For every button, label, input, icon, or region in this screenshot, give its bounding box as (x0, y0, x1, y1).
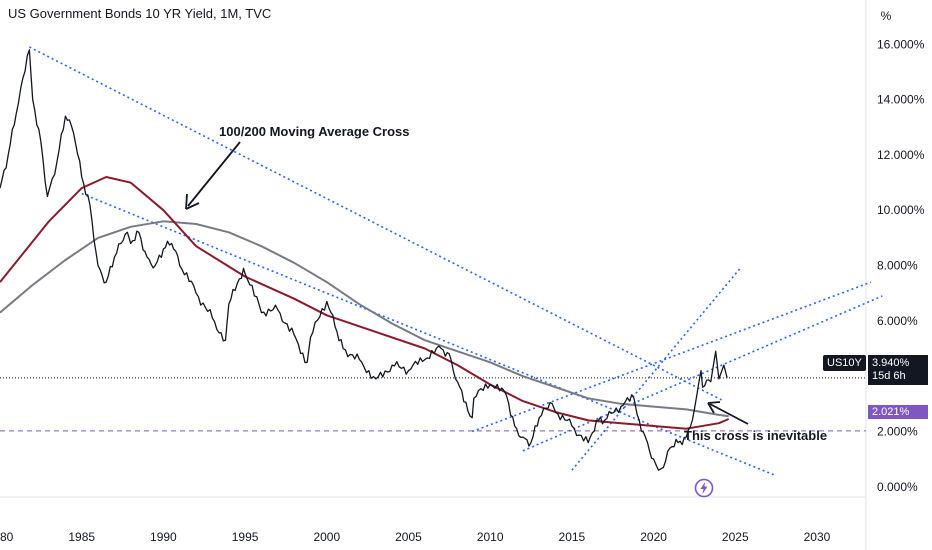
y-tick-label: 14.000% (877, 93, 925, 107)
ma-cross-arrow (187, 141, 241, 207)
x-tick-label: 2000 (313, 530, 340, 544)
inevitable-arrowhead (707, 401, 721, 414)
ma-cross-annotation: 100/200 Moving Average Cross (219, 124, 410, 139)
x-tick-label: 1980 (0, 530, 14, 544)
lightning-icon[interactable] (694, 478, 714, 498)
ma100-line (0, 176, 730, 430)
y-tick-label: 8.000% (877, 259, 918, 273)
trendline-5 (571, 267, 741, 471)
inevitable-arrow (709, 403, 749, 425)
last-price-value: 3.940% (872, 357, 910, 369)
chart-title: US Government Bonds 10 YR Yield, 1M, TVC (8, 6, 272, 21)
x-tick-label: 2015 (559, 530, 586, 544)
x-tick-label: 2020 (640, 530, 667, 544)
bar-countdown: 15d 6h (872, 370, 906, 382)
ma-cross-arrowhead (185, 193, 200, 210)
x-tick-label: 2010 (477, 530, 504, 544)
unit-button[interactable]: % (880, 9, 892, 23)
x-tick-label: 1990 (150, 530, 177, 544)
y-tick-label: 0.000% (877, 480, 918, 494)
x-tick-label: 2005 (395, 530, 422, 544)
price-series-line (0, 49, 728, 471)
ma200-line (0, 220, 729, 418)
level-price-box: 2.021% (868, 405, 928, 419)
inevitable-annotation: This cross is inevitable (684, 428, 828, 443)
y-tick-label: 16.000% (877, 37, 925, 51)
y-tick-label: 2.000% (877, 424, 918, 438)
trendline-1 (29, 46, 725, 402)
x-tick-label: 1995 (232, 530, 259, 544)
symbol-tag: US10Y (823, 355, 866, 371)
last-price-box: 3.940% 15d 6h (868, 355, 928, 385)
x-tick-label: 2025 (722, 530, 749, 544)
y-tick-label: 10.000% (877, 203, 925, 217)
x-tick-label: 2030 (804, 530, 831, 544)
y-tick-label: 12.000% (877, 148, 925, 162)
x-tick-label: 1985 (68, 530, 95, 544)
trendline-4 (522, 295, 883, 452)
y-tick-label: 6.000% (877, 314, 918, 328)
